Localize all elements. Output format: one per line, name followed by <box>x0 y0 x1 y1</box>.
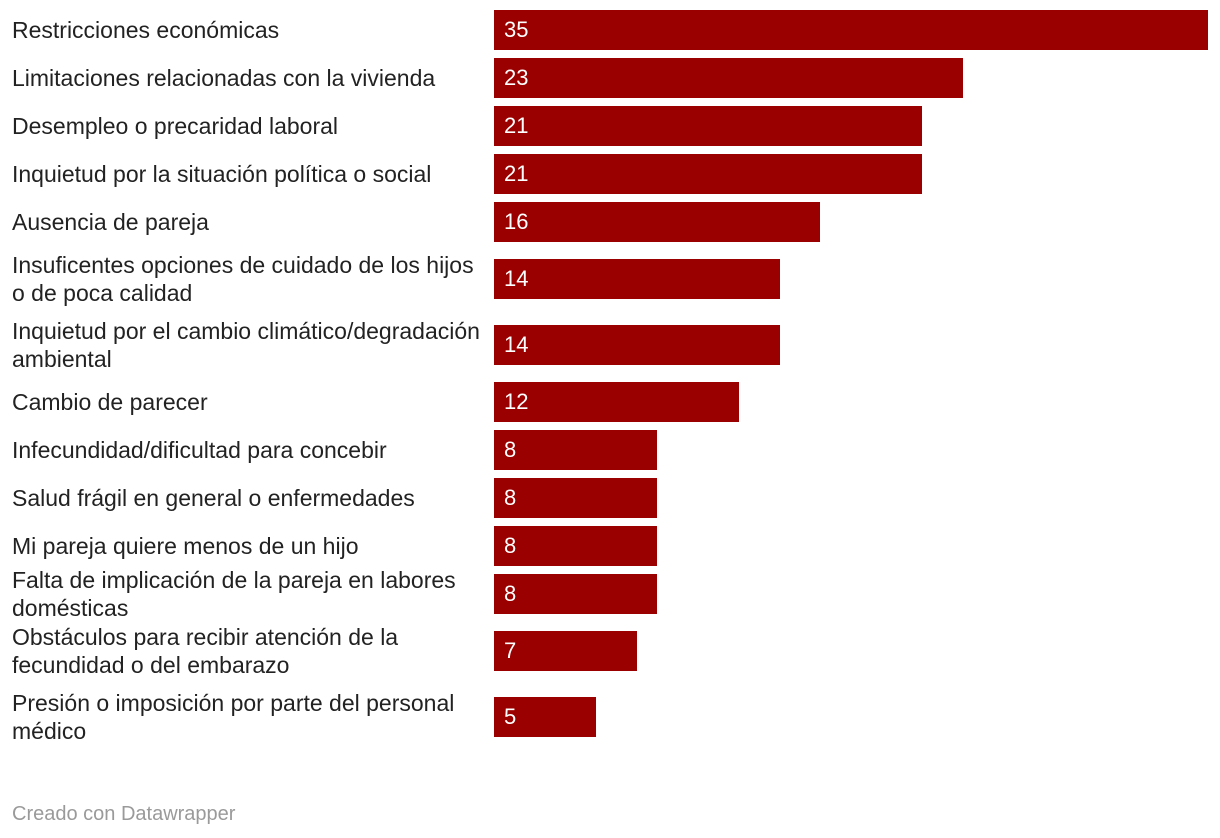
bar <box>494 430 657 470</box>
datawrapper-credit[interactable]: Creado con Datawrapper <box>12 803 236 825</box>
value-label: 8 <box>504 485 517 510</box>
category-label: Infecundidad/dificultad para concebir <box>12 437 387 463</box>
bar <box>494 58 963 98</box>
bar-row: Presión o imposición por parte del perso… <box>0 688 1220 754</box>
bar <box>494 259 780 299</box>
category-label: Insuficentes opciones de cuidado de los … <box>12 252 474 306</box>
value-label: 35 <box>504 17 529 42</box>
bar-row: Falta de implicación de la pareja en lab… <box>0 567 1220 622</box>
bar-row: Ausencia de pareja 16 <box>0 202 1220 250</box>
bar <box>494 526 657 566</box>
category-label: Cambio de parecer <box>12 389 208 415</box>
bar <box>494 631 637 671</box>
value-label: 12 <box>504 389 529 414</box>
bar-row: Inquietud por la situación política o so… <box>0 154 1220 202</box>
category-label: Inquietud por el cambio climático/degrad… <box>12 318 480 372</box>
category-label: Salud frágil en general o enfermedades <box>12 485 415 511</box>
category-label: Mi pareja quiere menos de un hijo <box>12 533 359 559</box>
bar-row: Mi pareja quiere menos de un hijo 8 <box>0 526 1220 574</box>
category-label: Desempleo o precaridad laboral <box>12 113 339 139</box>
bar-chart: Restricciones económicas 35 Limitaciones r… <box>0 10 1220 754</box>
value-label: 7 <box>504 638 517 663</box>
value-label: 5 <box>504 704 517 729</box>
value-label: 8 <box>504 533 517 558</box>
bar <box>494 697 596 737</box>
bar-row: Limitaciones relacionadas con la viviend… <box>0 58 1220 106</box>
bar <box>494 202 820 242</box>
bar <box>494 574 657 614</box>
bar-row: Restricciones económicas 35 <box>0 10 1220 58</box>
value-label: 21 <box>504 161 529 186</box>
bar <box>494 478 657 518</box>
category-label: Restricciones económicas <box>12 17 280 43</box>
value-label: 23 <box>504 65 529 90</box>
value-label: 14 <box>504 332 529 357</box>
value-label: 8 <box>504 581 517 606</box>
value-label: 21 <box>504 113 529 138</box>
bar <box>494 106 922 146</box>
bar-row: Desempleo o precaridad laboral 21 <box>0 106 1220 154</box>
bar <box>494 382 739 422</box>
category-label: Obstáculos para recibir atención de la f… <box>12 624 399 678</box>
value-label: 8 <box>504 437 517 462</box>
bar-row: Insuficentes opciones de cuidado de los … <box>0 250 1220 316</box>
bar-row: Infecundidad/dificultad para concebir 8 <box>0 430 1220 478</box>
category-label: Ausencia de pareja <box>12 209 209 235</box>
value-label: 16 <box>504 209 529 234</box>
bar <box>494 325 780 365</box>
category-label: Presión o imposición por parte del perso… <box>12 690 455 744</box>
value-label: 14 <box>504 266 529 291</box>
category-label: Inquietud por la situación política o so… <box>12 161 432 187</box>
category-label: Limitaciones relacionadas con la viviend… <box>12 65 436 91</box>
bar-row: Obstáculos para recibir atención de la f… <box>0 622 1220 688</box>
bar <box>494 10 1208 50</box>
bar-row: Cambio de parecer 12 <box>0 382 1220 430</box>
bar-row: Inquietud por el cambio climático/degrad… <box>0 316 1220 382</box>
bar-row: Salud frágil en general o enfermedades 8 <box>0 478 1220 526</box>
category-label: Falta de implicación de la pareja en lab… <box>12 567 456 621</box>
bar <box>494 154 922 194</box>
